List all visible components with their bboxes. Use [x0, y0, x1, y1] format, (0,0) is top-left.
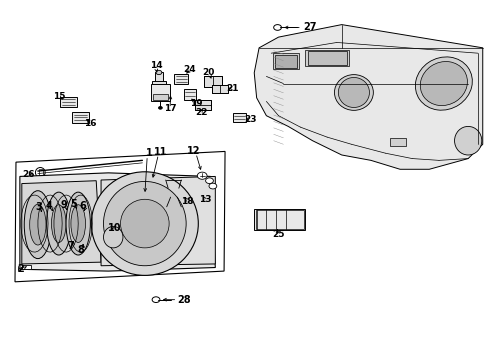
Ellipse shape — [164, 205, 174, 213]
Bar — [203, 76, 212, 87]
Ellipse shape — [334, 75, 372, 111]
Text: 22: 22 — [195, 108, 207, 117]
Bar — [203, 76, 222, 87]
Polygon shape — [101, 176, 215, 266]
Text: 28: 28 — [177, 295, 190, 305]
Bar — [305, 50, 348, 66]
Text: 27: 27 — [303, 22, 316, 32]
Ellipse shape — [158, 107, 162, 109]
Ellipse shape — [66, 192, 90, 255]
Polygon shape — [20, 173, 215, 271]
Text: 6: 6 — [80, 201, 86, 211]
Bar — [151, 84, 169, 102]
Bar — [166, 188, 181, 197]
Bar — [192, 191, 203, 199]
Text: 18: 18 — [181, 197, 193, 206]
Text: 26: 26 — [22, 170, 34, 179]
Bar — [60, 97, 77, 108]
Text: 3: 3 — [36, 202, 42, 212]
Polygon shape — [254, 24, 482, 169]
Text: 21: 21 — [226, 84, 239, 93]
Text: 5: 5 — [70, 199, 77, 209]
Bar — [212, 76, 222, 87]
Ellipse shape — [120, 199, 169, 248]
Text: 7: 7 — [67, 241, 74, 251]
Ellipse shape — [103, 181, 186, 266]
Bar — [274, 55, 297, 68]
Ellipse shape — [205, 178, 213, 184]
Bar — [389, 138, 405, 146]
Ellipse shape — [208, 183, 216, 189]
Text: 16: 16 — [84, 119, 97, 128]
Bar — [183, 89, 196, 100]
Text: 11: 11 — [154, 147, 167, 157]
Bar — [212, 85, 220, 93]
Bar — [174, 73, 188, 84]
Ellipse shape — [24, 191, 51, 258]
Ellipse shape — [35, 167, 45, 177]
Bar — [272, 53, 299, 69]
Bar — [255, 210, 303, 229]
Ellipse shape — [169, 193, 179, 202]
Ellipse shape — [103, 226, 122, 248]
Ellipse shape — [51, 205, 66, 242]
Ellipse shape — [197, 172, 206, 179]
Text: 15: 15 — [53, 91, 66, 100]
Ellipse shape — [414, 57, 471, 110]
Ellipse shape — [91, 172, 198, 275]
Ellipse shape — [454, 126, 481, 155]
Text: 20: 20 — [202, 68, 214, 77]
Bar — [220, 85, 227, 93]
Ellipse shape — [175, 205, 184, 213]
Bar — [307, 51, 346, 64]
Bar — [22, 265, 31, 269]
Bar — [153, 94, 167, 100]
Bar — [39, 169, 43, 176]
Text: 23: 23 — [244, 116, 257, 125]
Polygon shape — [22, 181, 101, 264]
Ellipse shape — [273, 24, 281, 30]
Text: 14: 14 — [149, 61, 162, 70]
Text: 4: 4 — [45, 201, 52, 211]
Text: 8: 8 — [77, 245, 84, 255]
Ellipse shape — [71, 205, 85, 242]
Text: 9: 9 — [60, 200, 67, 210]
Ellipse shape — [156, 70, 162, 75]
Bar — [72, 112, 89, 123]
Text: 19: 19 — [189, 99, 202, 108]
Ellipse shape — [30, 204, 46, 245]
Bar — [212, 85, 227, 93]
Bar — [154, 72, 163, 82]
Ellipse shape — [152, 297, 160, 302]
Bar — [195, 105, 210, 110]
Text: 10: 10 — [107, 223, 121, 233]
Bar — [232, 113, 246, 122]
Ellipse shape — [419, 62, 467, 105]
Bar — [107, 230, 119, 237]
Bar — [254, 208, 305, 230]
Text: 1: 1 — [146, 148, 153, 158]
Text: 25: 25 — [272, 230, 284, 239]
Text: 17: 17 — [164, 104, 177, 113]
Ellipse shape — [46, 192, 71, 255]
Bar — [195, 100, 210, 105]
Text: 24: 24 — [183, 65, 196, 74]
Bar — [152, 81, 165, 84]
Text: 13: 13 — [199, 195, 211, 204]
Text: 12: 12 — [186, 147, 200, 157]
Text: 2: 2 — [18, 264, 24, 274]
Bar — [195, 100, 210, 110]
Ellipse shape — [338, 77, 369, 108]
